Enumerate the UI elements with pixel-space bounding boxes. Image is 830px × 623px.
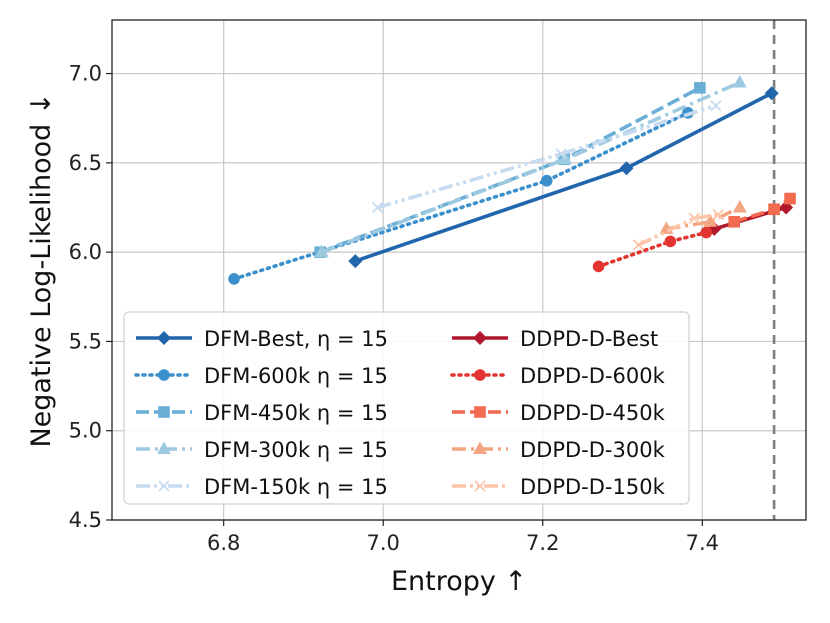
plot-frame bbox=[111, 19, 807, 521]
data-point-marker bbox=[619, 161, 634, 176]
legend-entry-1: DFM-600k η = 15 bbox=[134, 364, 388, 388]
data-point-marker bbox=[664, 235, 677, 248]
data-point-marker bbox=[228, 273, 240, 285]
legend-entry-4: DFM-150k η = 15 bbox=[136, 475, 388, 499]
x-tick-label: 6.8 bbox=[207, 531, 240, 555]
ticks: 6.8 7.0 7.2 7.4 4.5 5.0 5.5 6.0 6.5 7.0 bbox=[69, 62, 719, 555]
legend-marker bbox=[158, 369, 170, 381]
legend-entry-6: DDPD-D-600k bbox=[450, 364, 666, 388]
legend-entry-3: DFM-300k η = 15 bbox=[136, 438, 388, 462]
y-tick-label: 4.5 bbox=[69, 508, 102, 532]
data-point-marker bbox=[732, 75, 747, 88]
legend-entry-5: DDPD-D-Best bbox=[452, 327, 658, 351]
series-3 bbox=[314, 75, 747, 258]
data-point-marker bbox=[712, 209, 724, 221]
series-line bbox=[321, 80, 741, 254]
legend-marker bbox=[474, 369, 486, 381]
series-line bbox=[637, 212, 719, 247]
data-point-marker bbox=[703, 214, 718, 227]
data-point-marker bbox=[314, 244, 329, 258]
data-point-marker bbox=[348, 254, 363, 269]
legend-marker bbox=[474, 406, 486, 418]
legend: DFM-Best, η = 15 DFM-600k η = 15 DFM-450k … bbox=[123, 311, 690, 505]
legend-entry-0: DFM-Best, η = 15 bbox=[136, 327, 388, 351]
series-9 bbox=[632, 209, 724, 251]
x-tick-label: 7.0 bbox=[367, 531, 400, 555]
legend-label: DFM-450k η = 15 bbox=[204, 401, 388, 425]
data-point-marker bbox=[764, 86, 779, 101]
legend-label: DFM-150k η = 15 bbox=[204, 475, 388, 499]
y-tick-label: 5.5 bbox=[69, 329, 102, 353]
data-point-marker bbox=[694, 82, 706, 94]
x-tick-label: 7.4 bbox=[686, 531, 719, 555]
legend-entry-8: DDPD-D-300k bbox=[452, 438, 666, 462]
legend-box bbox=[123, 311, 690, 505]
y-tick-label: 6.0 bbox=[69, 240, 102, 264]
y-tick-label: 6.5 bbox=[69, 151, 102, 175]
legend-label: DFM-300k η = 15 bbox=[204, 438, 388, 462]
data-point-marker bbox=[592, 260, 605, 273]
legend-label: DDPD-D-600k bbox=[520, 364, 666, 388]
y-tick-label: 7.0 bbox=[69, 62, 102, 86]
data-point-marker bbox=[688, 212, 700, 224]
legend-label: DFM-600k η = 15 bbox=[204, 364, 388, 388]
legend-label: DDPD-D-150k bbox=[520, 475, 666, 499]
legend-entry-2: DFM-450k η = 15 bbox=[136, 401, 388, 425]
legend-entry-7: DDPD-D-450k bbox=[452, 401, 666, 425]
series-7 bbox=[728, 192, 796, 228]
legend-label: DDPD-D-450k bbox=[520, 401, 666, 425]
legend-label: DFM-Best, η = 15 bbox=[204, 327, 388, 351]
series-line bbox=[666, 205, 741, 231]
legend-marker bbox=[157, 441, 171, 454]
series-line bbox=[377, 103, 717, 210]
y-tick-label: 5.0 bbox=[69, 419, 102, 443]
series-4 bbox=[371, 100, 722, 214]
data-point-marker bbox=[632, 239, 645, 251]
legend-label: DDPD-D-Best bbox=[520, 327, 658, 351]
data-point-marker bbox=[700, 226, 713, 239]
data-point-marker bbox=[732, 200, 747, 213]
series-line bbox=[232, 111, 690, 281]
x-axis-label: Entropy ↑ bbox=[391, 566, 527, 597]
data-point-marker bbox=[555, 148, 567, 160]
legend-marker bbox=[158, 406, 170, 418]
data-point-marker bbox=[784, 192, 796, 205]
data-point-marker bbox=[371, 201, 384, 214]
legend-marker bbox=[473, 441, 487, 454]
series-line bbox=[596, 230, 709, 269]
legend-marker bbox=[157, 331, 171, 345]
legend-marker bbox=[158, 480, 170, 492]
data-point-marker bbox=[768, 203, 780, 216]
series-1 bbox=[228, 107, 694, 285]
legend-label: DDPD-D-300k bbox=[520, 438, 666, 462]
legend-marker bbox=[474, 480, 486, 492]
data-point-marker bbox=[540, 174, 553, 187]
legend-marker bbox=[473, 331, 487, 345]
y-axis-label: Negative Log-Likelihood ↓ bbox=[26, 92, 57, 447]
data-point-marker bbox=[728, 215, 741, 228]
x-tick-label: 7.2 bbox=[526, 531, 559, 555]
series-0 bbox=[348, 86, 779, 269]
series-6 bbox=[592, 226, 713, 273]
legend-entry-9: DDPD-D-150k bbox=[452, 475, 666, 499]
data-point-marker bbox=[710, 100, 722, 112]
series-group bbox=[228, 75, 796, 285]
